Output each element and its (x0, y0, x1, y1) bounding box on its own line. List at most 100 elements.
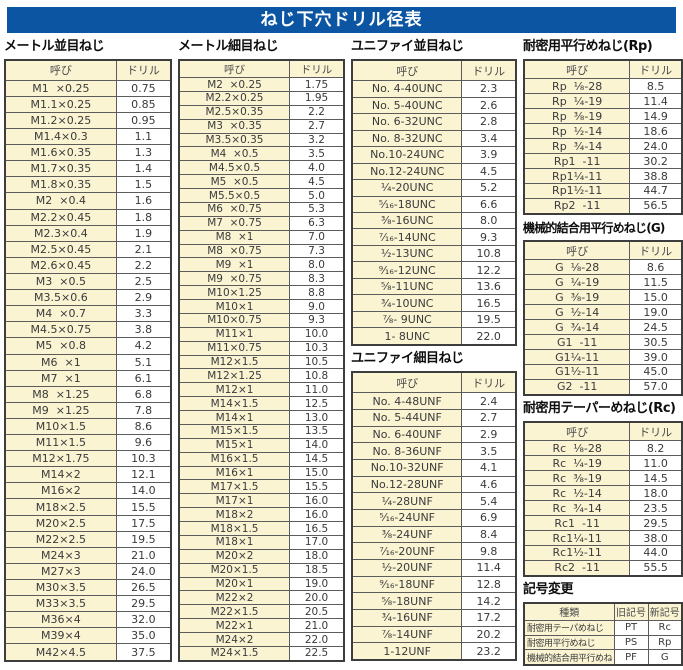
drill-value-cell: 6.3 (289, 215, 345, 231)
thread-name-cell: M17×1 (178, 493, 291, 509)
drill-value-cell: 45.0 (629, 363, 683, 380)
thread-name-cell: M12×1.75 (4, 450, 117, 468)
thread-name-cell: M2.5×0.35 (178, 104, 291, 120)
drill-value-cell: 11.4 (629, 93, 683, 110)
drill-value-cell: 21.0 (289, 618, 345, 634)
drill-value-cell: 38.8 (629, 168, 683, 184)
column-header: ドリル (461, 371, 517, 394)
drill-value-cell: 11.0 (629, 455, 683, 472)
table-row: M11×1 10.0 (178, 326, 345, 342)
column-header: ドリル (629, 421, 683, 442)
table-row: M14×2 12.1 (4, 466, 172, 484)
table-row: G1 -11 30.5 (523, 334, 683, 351)
drill-value-cell: 2.1 (115, 240, 172, 258)
thread-name-cell: ¹⁄₄-20UNC (351, 179, 463, 197)
thread-name-cell: M36×4 (4, 611, 117, 629)
drill-value-cell: 29.5 (115, 595, 172, 613)
drill-value-cell: 19.5 (115, 530, 172, 548)
thread-name-cell: M2 ×0.25 (178, 77, 291, 92)
drill-value-cell: 1.5 (115, 176, 172, 194)
drill-value-cell: 55.5 (629, 559, 683, 577)
thread-name-cell: M27×3 (4, 562, 117, 581)
drill-value-cell: 1.4 (115, 160, 172, 178)
table-row: M16×1.5 14.5 (178, 451, 345, 467)
table-row: ⁵⁄₈-11UNC 13.6 (351, 277, 517, 296)
table-row: M18×2.5 15.5 (4, 498, 172, 516)
thread-name-cell: Rp ³⁄₄-14 (523, 138, 631, 155)
drill-value-cell: 56.5 (629, 197, 683, 215)
drill-value-cell: 16.0 (289, 507, 345, 523)
thread-name-cell: G ¹⁄₈-28 (523, 259, 631, 276)
table-row: No. 4-40UNC 2.3 (351, 80, 517, 98)
table-row: M8 ×1 7.0 (178, 229, 345, 245)
drill-value-cell: 18.0 (289, 548, 345, 564)
table-row: ³⁄₄-16UNF 17.2 (351, 608, 517, 627)
thread-name-cell: M2.2×0.25 (178, 90, 291, 106)
table-row: M5 ×0.8 4.2 (4, 337, 172, 355)
table-row: No. 6-32UNC 2.8 (351, 113, 517, 131)
thread-name-cell: M11×1.5 (4, 434, 117, 452)
table-row: Rc1 -11 29.5 (523, 515, 683, 532)
thread-name-cell: M20×1 (178, 576, 291, 592)
drill-value-cell: PS (613, 634, 649, 651)
thread-name-cell: No. 4-48UNF (351, 392, 463, 410)
drill-value-cell: 10.3 (289, 340, 345, 356)
drill-value-cell: 9.3 (289, 312, 345, 328)
thread-name-cell: M11×1 (178, 326, 291, 342)
table-row: ¹⁄₄-28UNF 5.4 (351, 492, 517, 510)
drill-value-cell: 8.6 (629, 259, 683, 276)
column-header: ドリル (629, 59, 683, 80)
drill-value-cell: G (647, 649, 683, 666)
column-header: ドリル (461, 59, 517, 82)
drill-value-cell: 30.5 (629, 334, 683, 351)
table-row: 耐密用平行めねじ PS Rp (523, 634, 683, 651)
thread-name-cell: No.10-24UNC (351, 146, 463, 164)
table-row: M1 ×0.25 0.75 (4, 79, 172, 97)
thread-name-cell: G1 -11 (523, 334, 631, 351)
drill-value-cell: Rc (647, 619, 683, 636)
drill-value-cell: 5.0 (289, 188, 345, 203)
thread-name-cell: M33×3.5 (4, 595, 117, 613)
thread-name-cell: Rc2 -11 (523, 559, 631, 577)
thread-name-cell: M39×4 (4, 627, 117, 645)
thread-name-cell: Rp1¹⁄₂-11 (523, 182, 631, 199)
table-row: No. 8-32UNC 3.4 (351, 129, 517, 148)
table-row: M20×2 18.0 (178, 548, 345, 564)
thread-name-cell: M20×2.5 (4, 514, 117, 532)
thread-name-cell: Rc ³⁄₄-14 (523, 500, 631, 517)
table-row: Rp ³⁄₄-14 24.0 (523, 138, 683, 155)
drill-value-cell: 44.7 (629, 182, 683, 199)
column-header: 呼び (351, 371, 463, 394)
table-row: M18×1 17.0 (178, 534, 345, 550)
header-row: 呼び ドリル (4, 59, 172, 81)
thread-name-cell: M3.5×0.35 (178, 132, 291, 148)
column-header: 種類 (523, 602, 615, 621)
thread-name-cell: M22×1 (178, 618, 291, 634)
table-row: ¹⁄₂-13UNC 10.8 (351, 244, 517, 263)
drill-value-cell: 37.5 (115, 643, 172, 662)
table-row: M20×2.5 17.5 (4, 514, 172, 532)
metric-coarse-table: 呼び ドリル M1 ×0.25 0.75 M1.1×0.25 0.85 M1.2×0.25 0… (4, 59, 172, 662)
table-row: Rc2 -11 55.5 (523, 559, 683, 577)
table-row: ⁷⁄₈- 9UNC 19.5 (351, 310, 517, 329)
thread-name-cell: ¹⁄₂-20UNF (351, 558, 463, 577)
thread-name-cell: Rp2 -11 (523, 197, 631, 215)
drill-value-cell: 38.0 (629, 530, 683, 546)
thread-name-cell: M9 ×1.25 (4, 401, 117, 419)
table-row: M42×4.5 37.5 (4, 643, 172, 662)
table-row: M8 ×1.25 6.8 (4, 385, 172, 403)
table-row: M20×1.5 18.5 (178, 562, 345, 578)
table-row: 1-12UNF 23.2 (351, 642, 517, 661)
drill-value-cell: 20.5 (289, 604, 345, 620)
table-row: M12×1.5 10.5 (178, 354, 345, 370)
table-row: M20×1 19.0 (178, 576, 345, 592)
drill-value-cell: 15.0 (289, 465, 345, 481)
drill-value-cell: 14.2 (461, 592, 517, 610)
thread-name-cell: Rc1¹⁄₂-11 (523, 544, 631, 561)
drill-value-cell: 1.3 (115, 144, 172, 162)
table-row: M9 ×1 8.0 (178, 257, 345, 273)
table-row: Rp1¹⁄₄-11 38.8 (523, 168, 683, 184)
thread-name-cell: 1-12UNF (351, 642, 463, 661)
thread-name-cell: M8 ×0.75 (178, 243, 291, 259)
thread-name-cell: M18×2.5 (4, 498, 117, 516)
